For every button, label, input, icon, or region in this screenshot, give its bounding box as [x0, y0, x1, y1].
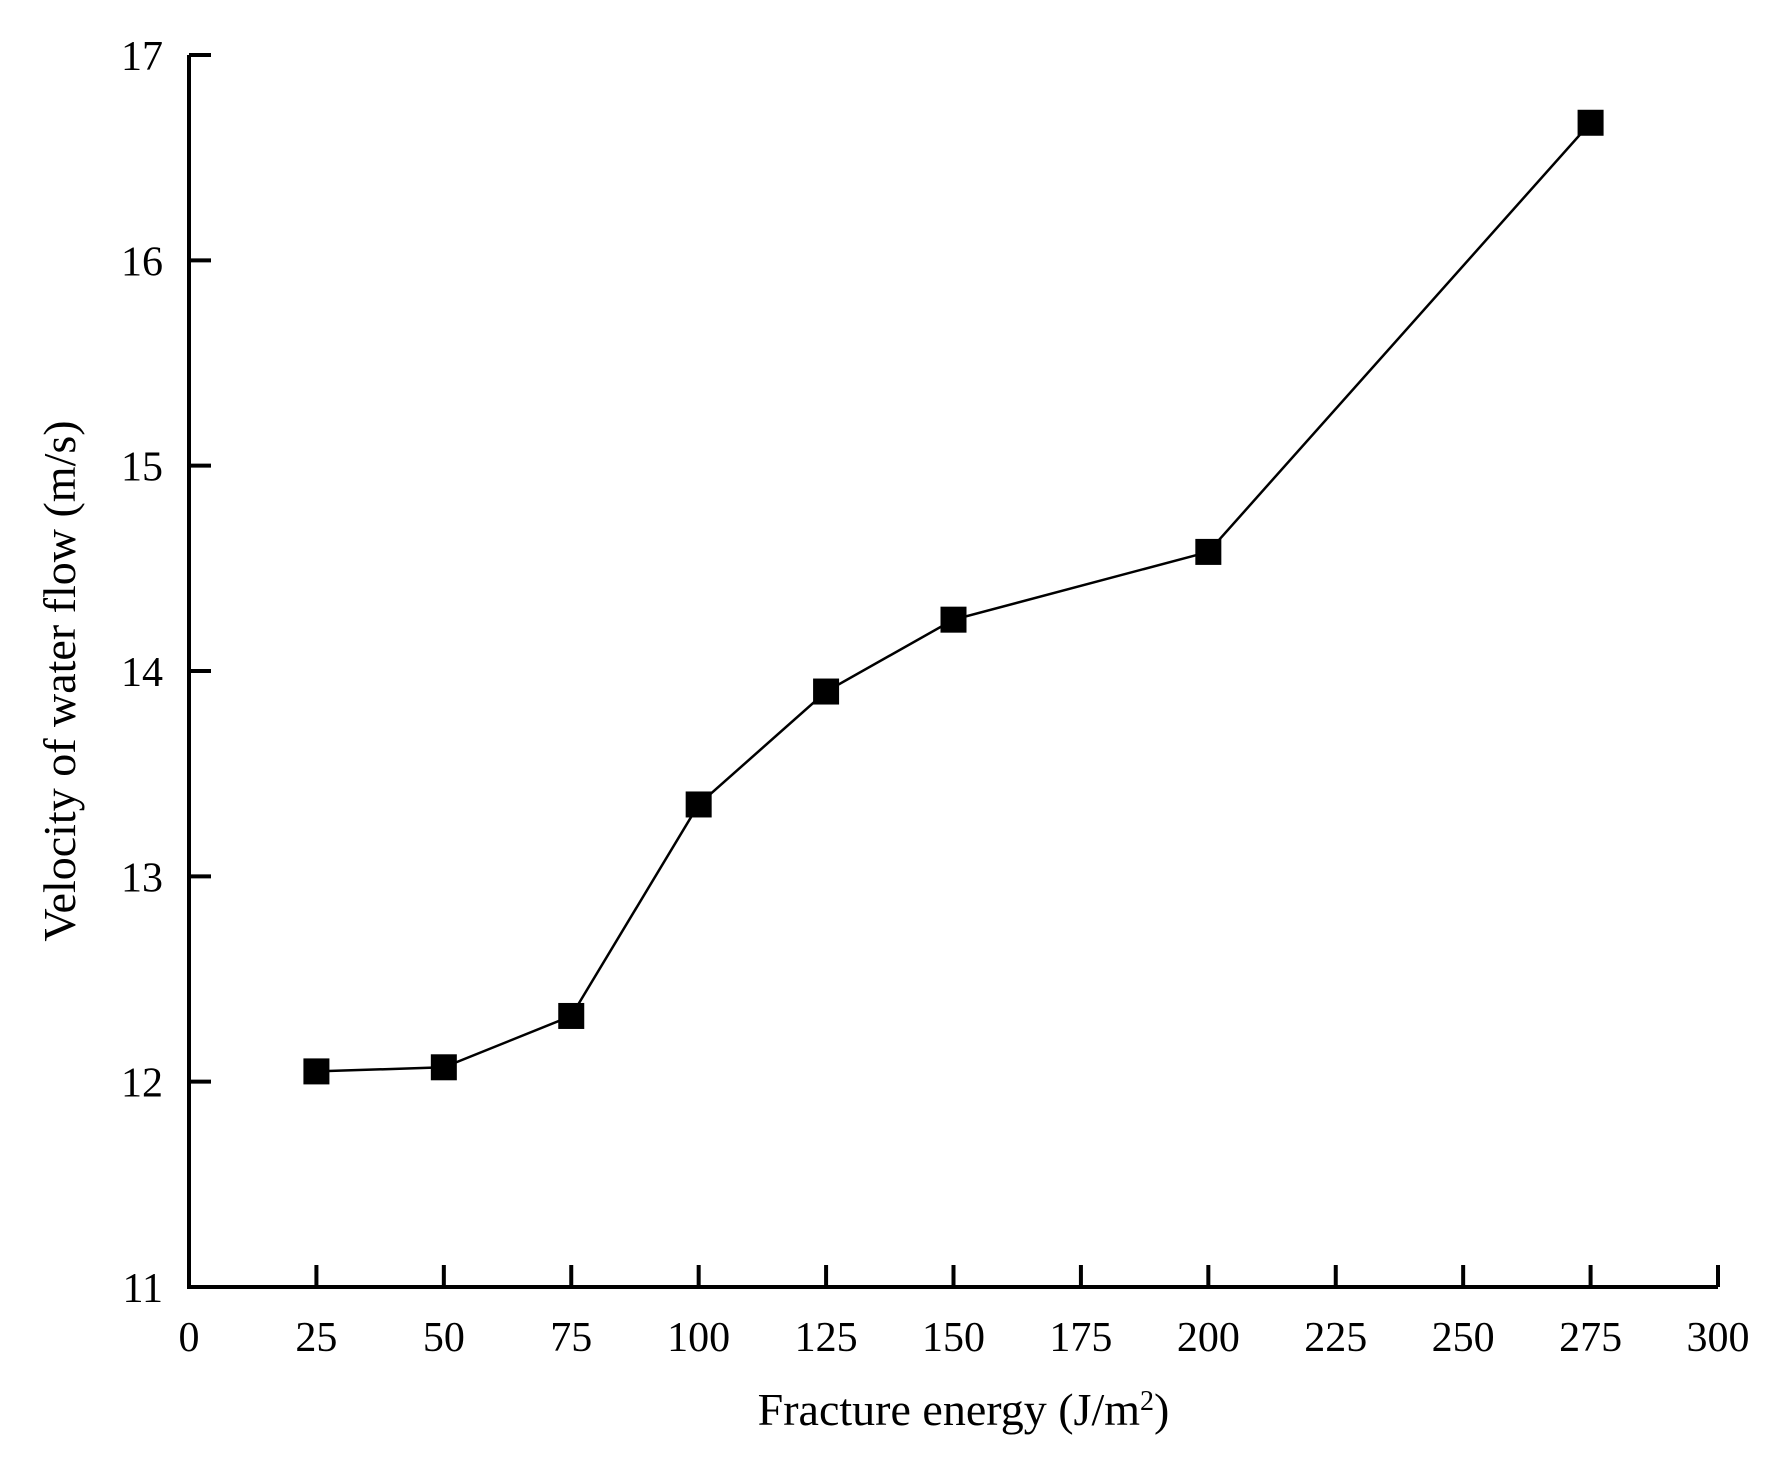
data-point-marker: [1195, 538, 1222, 565]
y-tick-label: 12: [121, 1061, 163, 1107]
x-axis-title-main: Fracture energy (J/m: [758, 1384, 1141, 1435]
x-tick-label: 0: [179, 1315, 200, 1361]
data-point-marker: [430, 1054, 457, 1081]
series-layer: [303, 109, 1604, 1085]
y-tick-label: 16: [121, 239, 163, 285]
y-tick-label: 13: [121, 855, 163, 901]
x-tick-label: 250: [1432, 1315, 1495, 1361]
x-tick-label: 50: [423, 1315, 465, 1361]
y-axis-title: Velocity of water flow (m/s): [34, 420, 85, 941]
data-point-marker: [303, 1058, 330, 1085]
x-tick-label: 175: [1049, 1315, 1112, 1361]
x-tick-label: 75: [550, 1315, 592, 1361]
x-axis-title-superscript: 2: [1140, 1386, 1154, 1417]
y-tick-label: 11: [123, 1266, 163, 1312]
x-ticks: 0 25 50 75 100 125 150 175 200 225 250 275 300: [179, 1265, 1750, 1361]
x-tick-label: 100: [667, 1315, 730, 1361]
data-point-marker: [558, 1002, 585, 1029]
x-tick-label: 225: [1304, 1315, 1367, 1361]
y-tick-label: 17: [121, 34, 163, 80]
x-tick-label: 200: [1177, 1315, 1240, 1361]
x-tick-label: 25: [295, 1315, 337, 1361]
x-axis-title: Fracture energy (J/m2): [758, 1384, 1170, 1435]
y-tick-label: 14: [121, 650, 163, 696]
series-line: [316, 121, 1592, 1073]
x-tick-label: 125: [795, 1315, 858, 1361]
data-point-marker: [813, 678, 840, 705]
x-tick-label: 275: [1559, 1315, 1622, 1361]
x-axis-title-close: ): [1154, 1384, 1169, 1435]
x-tick-label: 150: [922, 1315, 985, 1361]
y-tick-label: 15: [121, 445, 163, 491]
axes: [187, 55, 1718, 1289]
data-point-marker: [1577, 109, 1604, 136]
y-ticks: 11 12 13 14 15 16 17: [121, 34, 211, 1312]
x-tick-label: 300: [1687, 1315, 1750, 1361]
data-point-marker: [940, 606, 967, 633]
data-point-marker: [685, 791, 712, 818]
